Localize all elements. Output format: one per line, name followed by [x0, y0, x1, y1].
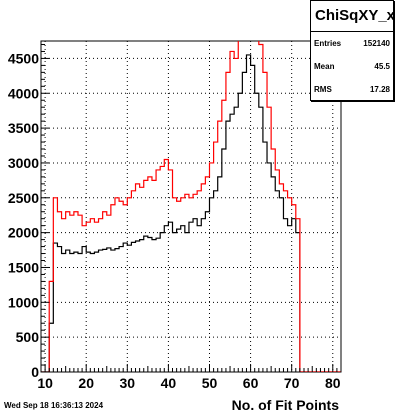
y-tick-label-2500: 2500 [8, 190, 39, 206]
y-tick-label-0: 0 [31, 364, 39, 380]
x-tick-label-50: 50 [202, 375, 218, 391]
stats-entries-value: 152140 [363, 39, 390, 48]
stats-entries-label: Entries [314, 39, 342, 48]
timestamp-label: Wed Sep 18 16:36:13 2024 [4, 401, 104, 410]
y-tick-label-1000: 1000 [8, 294, 39, 310]
axis-ticks [40, 43, 342, 373]
x-axis-title: No. of Fit Points [232, 397, 340, 413]
y-tick-label-3000: 3000 [8, 155, 39, 171]
x-tick-label-60: 60 [243, 375, 259, 391]
x-tick-label-70: 70 [284, 375, 300, 391]
y-tick-label-4000: 4000 [8, 85, 39, 101]
x-tick-label-30: 30 [120, 375, 136, 391]
y-tick-label-2000: 2000 [8, 225, 39, 241]
axis-tick-labels: 10 20 30 40 50 60 70 80 0 500 1000 1500 2000 2500 3000… [8, 50, 341, 391]
y-tick-label-4500: 4500 [8, 50, 39, 66]
histogram-series-0 [41, 54, 341, 372]
stats-mean-label: Mean [314, 62, 335, 71]
plot-frame [40, 40, 342, 373]
x-tick-label-80: 80 [325, 375, 341, 391]
x-tick-label-40: 40 [161, 375, 177, 391]
histogram-series-1 [41, 41, 341, 372]
stats-mean-value: 45.5 [374, 62, 390, 71]
stats-title: ChiSqXY_x [311, 1, 395, 32]
stats-row-mean: Mean 45.5 [311, 55, 393, 78]
y-tick-label-3500: 3500 [8, 120, 39, 136]
histogram-series [41, 41, 341, 372]
y-tick-label-500: 500 [16, 329, 40, 345]
y-tick-label-1500: 1500 [8, 259, 39, 275]
stats-rms-label: RMS [314, 85, 332, 94]
x-tick-label-10: 10 [37, 375, 53, 391]
stats-row-rms: RMS 17.28 [311, 78, 393, 101]
x-tick-label-20: 20 [78, 375, 94, 391]
stats-rms-value: 17.28 [369, 85, 390, 94]
stats-box: ChiSqXY_x Entries 152140 Mean 45.5 RMS 1… [310, 0, 395, 101]
stats-row-entries: Entries 152140 [311, 32, 393, 55]
